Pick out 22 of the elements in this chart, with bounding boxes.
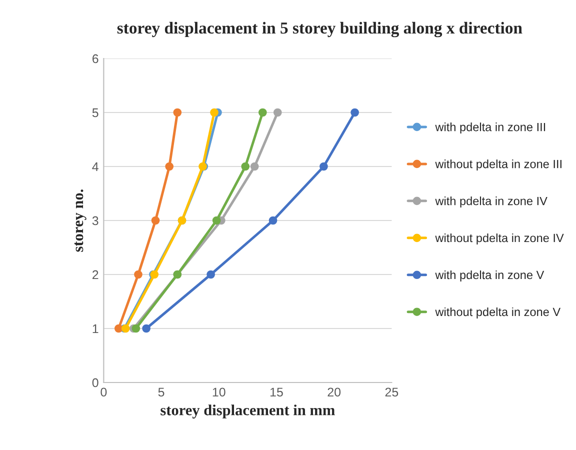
legend-label: without pdelta in zone V xyxy=(435,307,561,318)
legend-label: without pdelta in zone III xyxy=(435,160,562,171)
y-tick-label: 3 xyxy=(92,216,98,226)
x-tick-label: 0 xyxy=(100,388,107,397)
y-tick-label: 2 xyxy=(92,270,98,280)
y-tick-label: 1 xyxy=(92,324,98,334)
x-tick-label: 10 xyxy=(212,388,226,397)
x-tick-label: 25 xyxy=(385,388,398,397)
y-tick-label: 0 xyxy=(92,378,98,388)
x-tick-label: 20 xyxy=(328,388,341,397)
legend-label: with pdelta in zone IV xyxy=(435,196,548,208)
y-tick-label: 4 xyxy=(92,162,98,172)
legend-label: with pdelta in zone III xyxy=(435,122,546,134)
x-tick-label: 5 xyxy=(158,388,164,397)
legend-label: with pdelta in zone V xyxy=(435,270,544,282)
chart-title: storey displacement in 5 storey building along x direction xyxy=(117,22,522,38)
legend-label: without pdelta in zone IV xyxy=(435,233,564,244)
x-axis-title: storey displacement in mm xyxy=(160,404,335,418)
y-tick-label: 5 xyxy=(92,108,98,118)
y-axis-title: storey no. xyxy=(74,189,86,252)
y-tick-label: 6 xyxy=(92,54,98,64)
x-tick-label: 15 xyxy=(270,388,283,397)
